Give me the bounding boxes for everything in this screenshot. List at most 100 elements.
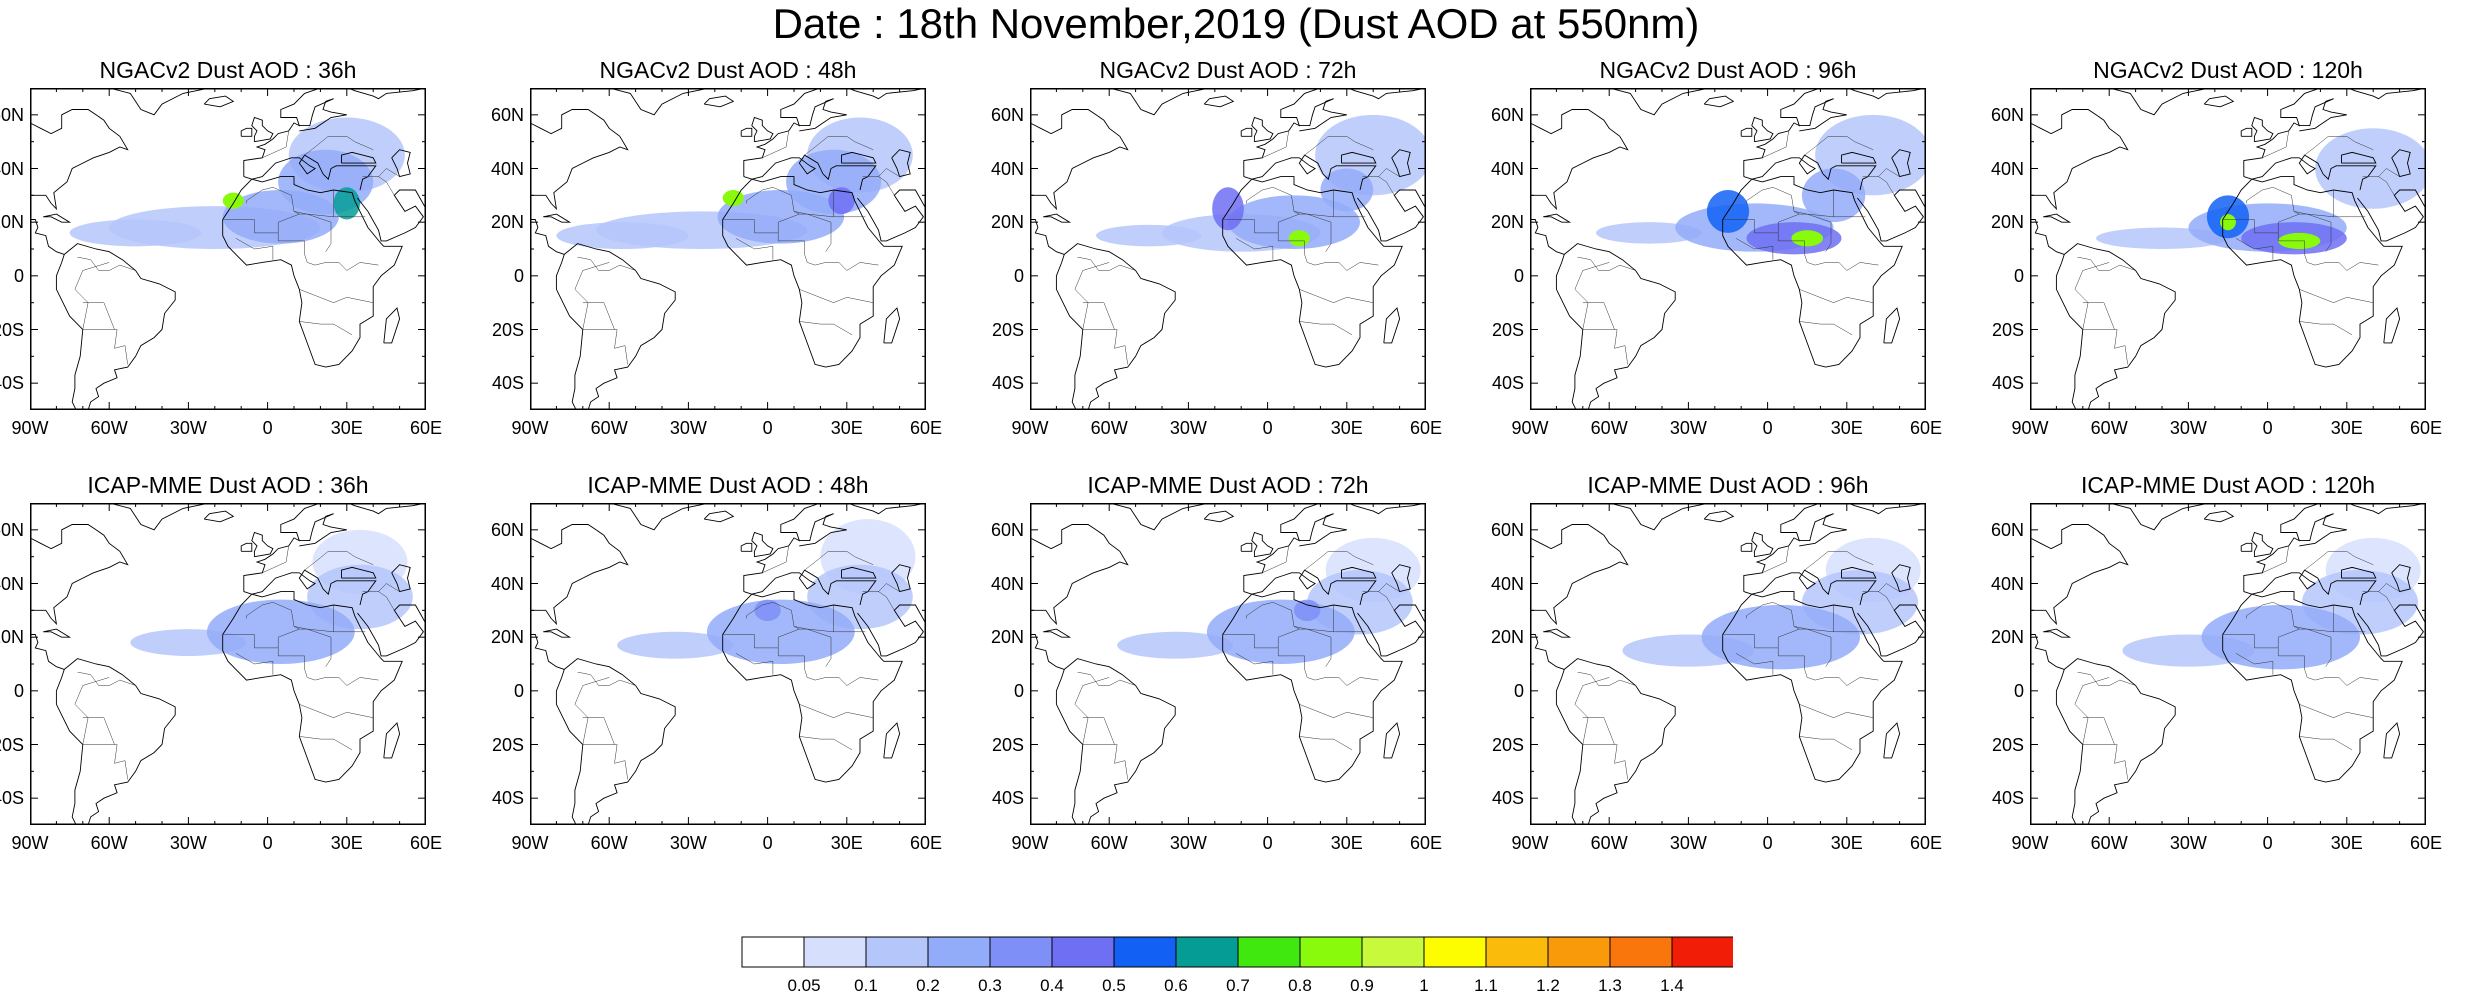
lon-tick-label: 30E bbox=[2330, 833, 2363, 853]
coastline bbox=[1243, 154, 1377, 191]
coastline bbox=[1740, 542, 1753, 552]
coastline bbox=[2243, 154, 2377, 191]
country-border bbox=[277, 647, 308, 678]
colorbar-box bbox=[1051, 936, 1115, 968]
lat-tick-label: 20N bbox=[1990, 212, 2024, 233]
country-border bbox=[2262, 545, 2289, 574]
lon-tick-label: 60W bbox=[90, 833, 128, 853]
coastline bbox=[1030, 634, 1065, 670]
dust-aod-map bbox=[1030, 503, 1426, 825]
coastline bbox=[240, 127, 253, 137]
lon-tick-label: 60W bbox=[1090, 418, 1128, 438]
coastline bbox=[2240, 127, 2253, 137]
lon-tick-label: 60E bbox=[909, 418, 943, 438]
lon-tick-label: 60W bbox=[590, 833, 628, 853]
coastline bbox=[530, 524, 629, 626]
coastline bbox=[799, 98, 847, 132]
lat-tick-label: 20S bbox=[1491, 319, 1524, 340]
dust-plume bbox=[1228, 195, 1360, 249]
country-border bbox=[793, 605, 834, 633]
coastline bbox=[1341, 566, 1377, 579]
country-border bbox=[1222, 628, 1332, 667]
lon-tick-label: 0 bbox=[762, 833, 773, 853]
coastline bbox=[2030, 524, 2129, 626]
lon-tick-label: 30W bbox=[2169, 418, 2207, 438]
lon-tick-label: 30E bbox=[2330, 418, 2363, 438]
country-border bbox=[2222, 628, 2332, 667]
coastline bbox=[203, 510, 235, 523]
country-border bbox=[878, 168, 900, 177]
coastline bbox=[1891, 149, 1911, 178]
country-border bbox=[77, 671, 136, 686]
colorbar bbox=[741, 936, 1733, 968]
lat-tick-label: 60N bbox=[0, 104, 24, 125]
lat-tick-label: 20N bbox=[1490, 212, 1524, 233]
coastline bbox=[1543, 628, 1572, 638]
colorbar-level-label: 0.8 bbox=[1288, 976, 1312, 995]
colorbar-level-label: 0.9 bbox=[1350, 976, 1374, 995]
country-border bbox=[293, 605, 334, 633]
country-border bbox=[1582, 302, 1615, 330]
lon-tick-label: 90W bbox=[1011, 833, 1049, 853]
dust-plume bbox=[1294, 599, 1321, 622]
country-border bbox=[2222, 213, 2332, 252]
lat-tick-label: 40S bbox=[1991, 788, 2024, 809]
lat-tick-label: 40S bbox=[491, 373, 524, 394]
country-border bbox=[1574, 677, 1610, 745]
coastline bbox=[243, 503, 426, 592]
dust-aod-map bbox=[1530, 88, 1926, 410]
coastline bbox=[1530, 109, 1629, 211]
country-border bbox=[1574, 262, 1610, 330]
coastline bbox=[1555, 658, 1676, 825]
country-border bbox=[74, 262, 110, 330]
dust-aod-map bbox=[530, 503, 926, 825]
coastline bbox=[2030, 634, 2065, 670]
country-border bbox=[577, 256, 636, 271]
coastline bbox=[383, 722, 401, 759]
colorbar-level-label: 1.3 bbox=[1598, 976, 1622, 995]
lon-tick-label: 0 bbox=[2262, 418, 2273, 438]
country-border bbox=[1878, 168, 1900, 177]
coastline bbox=[1341, 151, 1377, 164]
panel-title: NGACv2 Dust AOD : 120h bbox=[2093, 57, 2363, 83]
country-border bbox=[1735, 238, 1774, 260]
lat-tick-label: 20N bbox=[990, 627, 1024, 648]
coastline bbox=[841, 566, 877, 579]
country-border bbox=[799, 289, 874, 303]
coastline bbox=[43, 628, 72, 638]
country-border bbox=[804, 551, 874, 571]
coastline bbox=[1751, 531, 1774, 558]
colorbar-box bbox=[1609, 936, 1673, 968]
colorbar-level-label: 1.1 bbox=[1474, 976, 1498, 995]
country-border bbox=[1793, 190, 1834, 218]
coastline bbox=[1055, 658, 1176, 825]
coastline bbox=[1243, 503, 1426, 592]
country-border bbox=[1582, 744, 1628, 780]
coastline bbox=[1357, 189, 1426, 242]
coastline bbox=[1841, 151, 1877, 164]
colorbar-level-label: 0.5 bbox=[1102, 976, 1126, 995]
country-border bbox=[1746, 187, 1800, 215]
country-border bbox=[304, 136, 374, 156]
lat-tick-label: 60N bbox=[1490, 519, 1524, 540]
coastline bbox=[1030, 524, 1129, 626]
lat-tick-label: 60N bbox=[1990, 104, 2024, 125]
country-border bbox=[1077, 256, 1136, 271]
coastline bbox=[543, 213, 572, 223]
coastline bbox=[740, 127, 753, 137]
dust-aod-map bbox=[2030, 88, 2426, 410]
coastline bbox=[243, 569, 377, 606]
colorbar-level-label: 1.4 bbox=[1660, 976, 1684, 995]
coastline bbox=[1243, 88, 1426, 177]
coastline bbox=[1722, 176, 1903, 368]
coastline bbox=[391, 149, 411, 178]
country-border bbox=[1299, 736, 1353, 751]
lat-tick-label: 40S bbox=[0, 373, 24, 394]
country-border bbox=[746, 187, 800, 215]
lat-tick-label: 40N bbox=[490, 573, 524, 594]
lon-tick-label: 0 bbox=[1762, 418, 1773, 438]
coastline bbox=[1030, 109, 1129, 211]
lat-tick-label: 0 bbox=[1513, 265, 1524, 286]
coastline bbox=[2203, 510, 2235, 523]
coastline bbox=[608, 88, 711, 116]
